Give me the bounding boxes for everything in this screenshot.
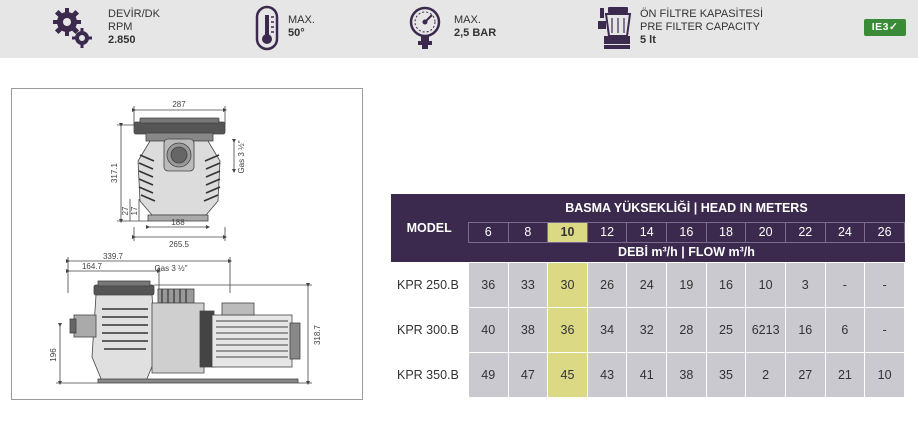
flow-value-cell: 10 <box>864 351 905 399</box>
spec-bar: DEVİR/DK RPM 2.850 MAX. 50° <box>0 0 918 58</box>
flow-value-cell: 6 <box>824 306 866 353</box>
gears-icon <box>53 8 92 48</box>
spec-rpm-label-tr: DEVİR/DK <box>108 8 160 20</box>
dim-front-base: 188 <box>171 218 185 227</box>
flow-value-cell: - <box>824 261 866 308</box>
flow-value-cell: 47 <box>507 351 549 399</box>
flow-value-cell: 16 <box>784 306 826 353</box>
dim-side-d2: 164.7 <box>82 262 103 271</box>
flow-value-cell: 34 <box>586 306 628 353</box>
flow-value-cell: 26 <box>586 261 628 308</box>
flow-value-cell: 28 <box>666 306 707 353</box>
spec-pressure-value: 2,5 BAR <box>454 27 497 39</box>
table-row: KPR 300.B 40 38 36 34 32 28 25 6213 16 6- <box>390 306 905 353</box>
head-value-cell: 6 <box>467 221 509 243</box>
flow-value-cell: 10 <box>745 261 786 308</box>
dim-side-h2: 318.7 <box>313 324 322 345</box>
spec-temperature-value: 50° <box>288 27 305 39</box>
head-value-cell: 22 <box>784 221 826 243</box>
head-value-cell: 16 <box>666 221 707 243</box>
head-value-cell: 18 <box>705 221 747 243</box>
table-row: KPR 250.B 36 33 30 26 24 19 16 10 3- - <box>390 261 905 308</box>
flow-value-cell: - <box>864 306 905 353</box>
table-header-row-title: MODEL BASMA YÜKSEKLİĞİ | HEAD IN METERS <box>390 194 905 263</box>
dim-front-width: 287 <box>172 100 186 109</box>
flow-value-cell: 3 <box>784 261 826 308</box>
spec-prefilter-label-en: PRE FILTER CAPACITY <box>640 21 761 33</box>
flow-value-cell: 33 <box>507 261 549 308</box>
side-view <box>56 257 312 385</box>
flow-value-cell: 40 <box>467 306 509 353</box>
model-name-cell: KPR 250.B <box>390 261 469 308</box>
dim-front-d2: 17 <box>130 206 139 215</box>
flow-value-cell: 36 <box>467 261 509 308</box>
head-value-cell: 14 <box>626 221 668 243</box>
spec-prefilter-value: 5 lt <box>640 34 656 46</box>
flow-value-cell: 38 <box>507 306 549 353</box>
head-value-cell: 8 <box>507 221 549 243</box>
flow-value-cell: 19 <box>666 261 707 308</box>
dim-front-gas: Gas 3 ½" <box>237 140 246 173</box>
flow-value-cell: - <box>864 261 905 308</box>
flow-value-cell: 6213 <box>745 306 786 353</box>
head-value-cell: 10 <box>547 221 588 243</box>
head-value-cell: 26 <box>864 221 905 243</box>
model-column-header: MODEL <box>390 194 469 263</box>
spec-rpm-value: 2.850 <box>108 34 136 46</box>
head-value-cell: 12 <box>586 221 628 243</box>
pump-dimension-drawing: 287 317.1 27 17 188 265.5 Gas 3 ½" <box>49 100 322 385</box>
dim-side-d1: 339.7 <box>103 252 124 261</box>
head-title: BASMA YÜKSEKLİĞİ | HEAD IN METERS <box>468 194 905 223</box>
flow-value-cell: 21 <box>824 351 866 399</box>
head-value-cell: 24 <box>824 221 866 243</box>
ie3-badge-text: IE3 <box>871 21 889 33</box>
flow-value-cell: 35 <box>705 351 747 399</box>
flow-value-cell: 27 <box>784 351 826 399</box>
flow-value-cell: 45 <box>547 351 588 399</box>
model-name-cell: KPR 350.B <box>390 351 469 399</box>
dim-side-gas: Gas 3 ½" <box>154 264 187 273</box>
table-header-row-flow: DEBİ m³/h | FLOW m³/h <box>391 242 905 263</box>
dim-front-height: 317.1 <box>110 162 119 183</box>
thermometer-icon <box>255 5 279 51</box>
flow-value-cell: 36 <box>547 306 588 353</box>
head-value-cell: 20 <box>745 221 786 243</box>
front-view <box>117 106 236 241</box>
flow-value-cell: 24 <box>626 261 668 308</box>
flow-value-cell: 32 <box>626 306 668 353</box>
performance-table: MODEL BASMA YÜKSEKLİĞİ | HEAD IN METERS … <box>390 194 905 399</box>
flow-title: DEBİ m³/h | FLOW m³/h <box>468 242 905 263</box>
pre-filter-icon <box>598 7 632 49</box>
flow-value-cell: 16 <box>705 261 747 308</box>
pressure-gauge-icon <box>409 6 441 49</box>
dim-side-h1: 196 <box>49 348 58 362</box>
flow-value-cell: 2 <box>745 351 786 399</box>
dim-front-d1: 27 <box>121 206 130 215</box>
spec-rpm-label-en: RPM <box>108 21 133 33</box>
spec-prefilter-label-tr: ÖN FİLTRE KAPASİTESİ <box>640 8 764 20</box>
flow-value-cell: 41 <box>626 351 668 399</box>
table-row: KPR 350.B 49 47 45 43 41 38 35 2 27 21 10 <box>390 351 905 399</box>
check-icon: ✓ <box>888 21 899 33</box>
spec-temperature-label: MAX. <box>288 14 315 26</box>
flow-value-cell: 25 <box>705 306 747 353</box>
flow-value-cell: 30 <box>547 261 588 308</box>
flow-value-cell: 38 <box>666 351 707 399</box>
ie3-efficiency-badge: IE3✓ <box>864 19 906 36</box>
flow-value-cell: 49 <box>467 351 509 399</box>
flow-value-cell: 43 <box>586 351 628 399</box>
dim-front-total: 265.5 <box>169 240 190 249</box>
model-name-cell: KPR 300.B <box>390 306 469 353</box>
table-header-row-heads: 6 8 10 12 14 16 18 20 22 24 26 <box>391 221 905 243</box>
technical-drawing: 287 317.1 27 17 188 265.5 Gas 3 ½" <box>11 88 363 400</box>
spec-pressure-label: MAX. <box>454 14 481 26</box>
